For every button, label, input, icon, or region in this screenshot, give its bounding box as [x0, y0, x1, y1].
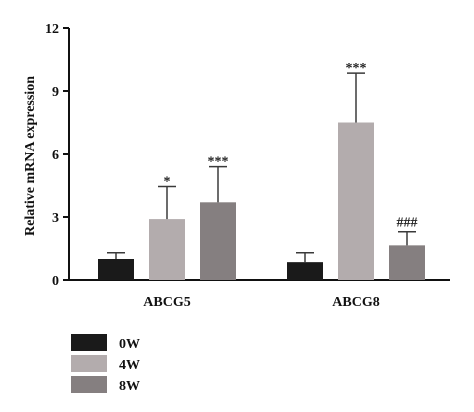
y-axis-title: Relative mRNA expression — [23, 76, 38, 236]
legend-label: 8W — [119, 379, 140, 394]
legend-label: 0W — [119, 337, 140, 352]
bars — [98, 122, 425, 280]
significance-label: * — [164, 175, 171, 190]
error-bars — [107, 72, 416, 263]
bar-0W-ABCG5 — [98, 259, 134, 280]
significance-label: ### — [397, 216, 418, 231]
bar-8W-ABCG5 — [200, 202, 236, 280]
bar-8W-ABCG8 — [389, 245, 425, 280]
y-axis-ticks: 0 3 6 9 12 — [45, 22, 69, 289]
bar-4W-ABCG8 — [338, 122, 374, 280]
significance-label: *** — [346, 61, 367, 76]
x-axis-category-labels: ABCG5 ABCG8 — [143, 295, 379, 310]
y-tick-label: 12 — [45, 22, 59, 37]
y-tick-label: 0 — [52, 274, 59, 289]
legend: 0W 4W 8W — [71, 334, 140, 394]
significance-annotations: *******### — [164, 61, 418, 231]
legend-swatch — [71, 376, 107, 393]
bar-0W-ABCG8 — [287, 262, 323, 280]
y-tick-label: 3 — [52, 211, 59, 226]
x-category-label: ABCG8 — [332, 295, 379, 310]
significance-label: *** — [208, 155, 229, 170]
x-category-label: ABCG5 — [143, 295, 190, 310]
axes — [68, 28, 450, 281]
legend-label: 4W — [119, 358, 140, 373]
y-tick-label: 6 — [52, 148, 59, 163]
legend-swatch — [71, 334, 107, 351]
y-tick-label: 9 — [52, 85, 59, 100]
bar-4W-ABCG5 — [149, 219, 185, 280]
legend-swatch — [71, 355, 107, 372]
